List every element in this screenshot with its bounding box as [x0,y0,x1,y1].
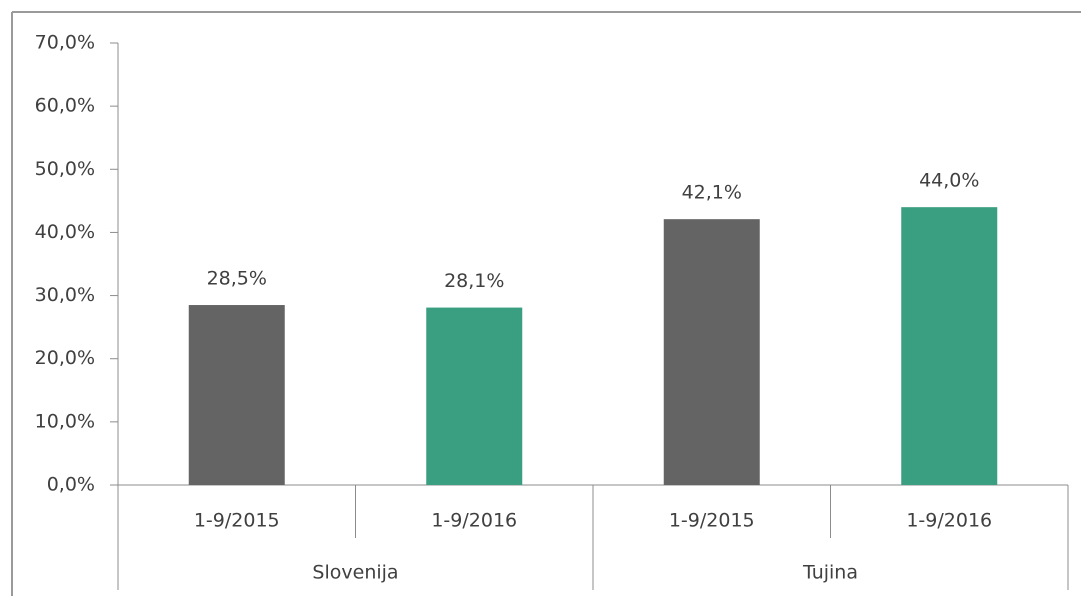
data-label: 44,0% [919,170,979,192]
y-tick-label: 0,0% [47,474,95,496]
data-label: 28,1% [444,270,504,292]
y-tick-label: 70,0% [35,32,95,54]
bar [188,305,285,485]
x-tick-label: 1-9/2016 [906,510,992,532]
data-label: 42,1% [682,182,742,204]
group-label: Tujina [802,562,858,584]
group-label: Slovenija [312,562,398,584]
bar [426,307,523,485]
y-tick-label: 10,0% [35,410,95,432]
y-tick-label: 50,0% [35,158,95,180]
bar [901,207,998,485]
y-tick-label: 20,0% [35,347,95,369]
y-tick-label: 60,0% [35,95,95,117]
y-tick-label: 40,0% [35,221,95,243]
y-tick-label: 30,0% [35,284,95,306]
x-tick-label: 1-9/2016 [431,510,517,532]
x-tick-label: 1-9/2015 [669,510,755,532]
data-label: 28,5% [207,268,267,290]
x-tick-label: 1-9/2015 [194,510,280,532]
bar [663,219,760,485]
